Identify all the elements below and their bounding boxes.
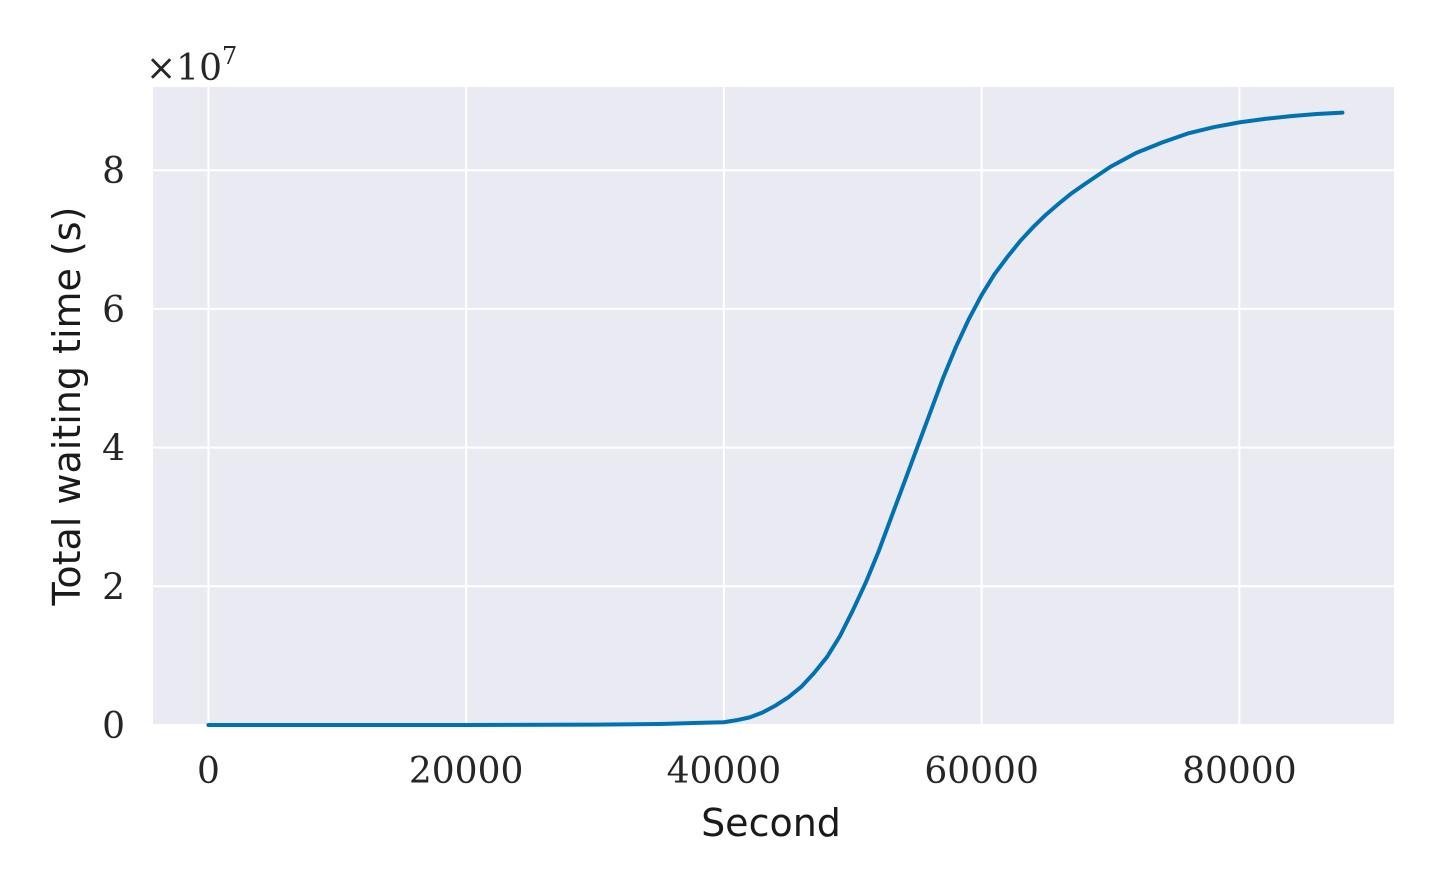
y-tick-label: 4	[102, 429, 125, 470]
x-tick-labels: 0 20000 40000 60000 80000	[197, 751, 1297, 792]
series-line	[206, 110, 1345, 727]
x-tick-label: 0	[197, 751, 220, 792]
x-axis-label: Second	[701, 801, 841, 845]
x-tick-label: 40000	[667, 751, 782, 792]
plot-area	[153, 87, 1394, 725]
x-tick-label: 20000	[409, 751, 524, 792]
y-tick-label: 2	[102, 567, 125, 608]
y-axis-label: Total waiting time (s)	[45, 207, 89, 607]
y-tick-label: 8	[102, 151, 125, 192]
x-tick-label: 60000	[924, 751, 1039, 792]
series-group	[206, 110, 1345, 727]
y-offset-label: ×107	[146, 42, 237, 89]
y-tick-label: 6	[102, 290, 125, 331]
y-tick-labels: 0 2 4 6 8	[102, 151, 125, 747]
x-tick-label: 80000	[1182, 751, 1297, 792]
y-tick-label: 0	[102, 706, 125, 747]
